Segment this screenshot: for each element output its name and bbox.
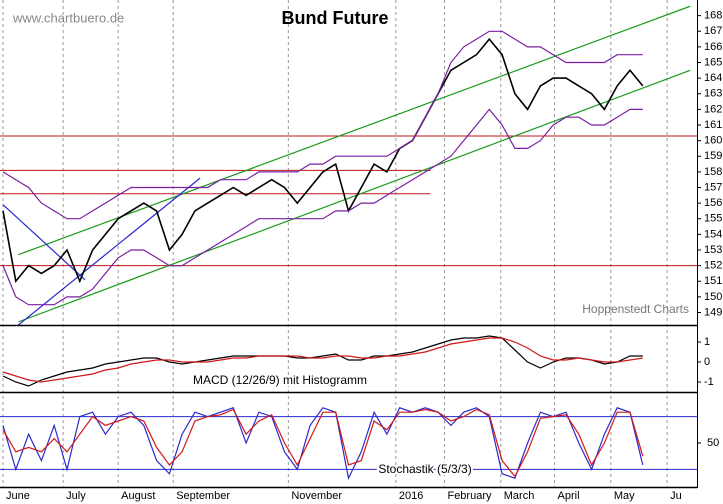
- y-tick-label: 156: [704, 197, 722, 209]
- x-tick-label: Ju: [670, 490, 682, 502]
- y-tick-label: 1: [704, 336, 710, 348]
- credit-label: Hoppenstedt Charts: [582, 302, 689, 316]
- x-tick-label: May: [614, 490, 635, 502]
- y-tick-label: 168: [704, 10, 722, 22]
- y-tick-label: 160: [704, 135, 722, 147]
- y-tick-label: 157: [704, 181, 722, 193]
- x-tick-label: April: [558, 490, 580, 502]
- y-tick-label: -1: [704, 376, 714, 388]
- series-line: [2, 407, 644, 481]
- y-tick-label: 165: [704, 56, 722, 68]
- y-tick-label: 159: [704, 150, 722, 162]
- series-line: [2, 337, 643, 383]
- x-tick-label: 2016: [399, 490, 423, 502]
- trend-line: [2, 204, 86, 281]
- x-tick-label: September: [176, 490, 230, 502]
- panel-title: Stochastik (5/3/3): [378, 462, 471, 476]
- series-line: [2, 108, 643, 306]
- trend-line: [18, 69, 691, 323]
- y-tick-label: 166: [704, 41, 722, 53]
- source-label: www.chartbuero.de: [12, 10, 124, 25]
- series-line: [2, 37, 644, 284]
- y-tick-label: 150: [704, 291, 722, 303]
- trend-line: [17, 177, 201, 325]
- x-tick-label: March: [504, 490, 535, 502]
- x-tick-label: July: [66, 490, 86, 502]
- series-line: [2, 408, 644, 478]
- y-tick-label: 167: [704, 25, 722, 37]
- x-tick-label: February: [447, 490, 492, 502]
- y-tick-label: 0: [704, 356, 710, 368]
- y-tick-label: 149: [704, 306, 722, 318]
- y-tick-label: 155: [704, 213, 722, 225]
- series-line: [2, 30, 643, 220]
- y-tick-label: 163: [704, 88, 722, 100]
- y-tick-label: 50: [707, 437, 719, 449]
- panel-title: MACD (12/26/9) mit Histogramm: [193, 373, 367, 387]
- y-tick-label: 153: [704, 244, 722, 256]
- y-tick-label: 158: [704, 166, 722, 178]
- x-tick-label: June: [6, 490, 30, 502]
- y-tick-label: 162: [704, 103, 722, 115]
- y-tick-label: 151: [704, 275, 722, 287]
- series-line: [2, 335, 643, 387]
- y-tick-label: 161: [704, 119, 722, 131]
- y-tick-label: 164: [704, 72, 722, 84]
- trend-line: [18, 5, 691, 256]
- chart-title: Bund Future: [282, 8, 389, 28]
- y-tick-label: 154: [704, 228, 722, 240]
- y-tick-label: 152: [704, 260, 722, 272]
- x-tick-label: November: [291, 490, 342, 502]
- x-tick-label: August: [121, 490, 155, 502]
